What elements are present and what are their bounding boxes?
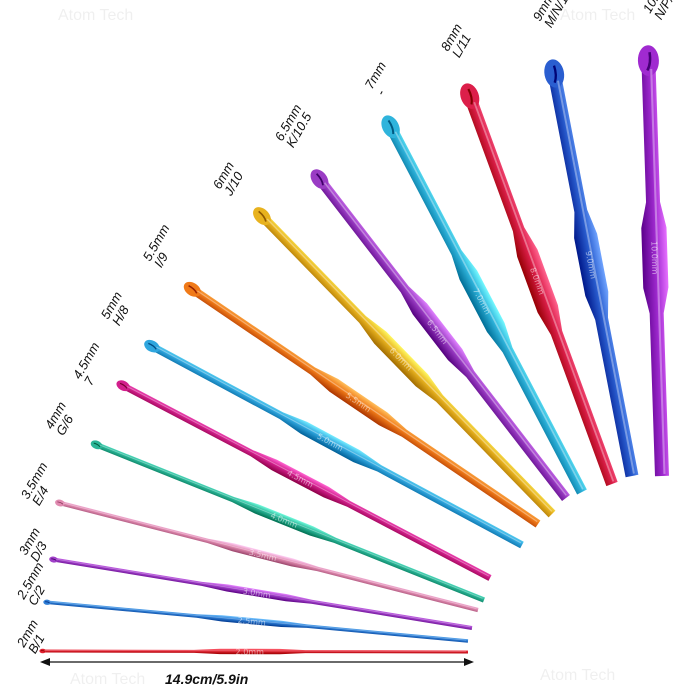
hook-shaft [123,383,492,581]
hook-head [544,59,565,88]
hook-highlight [156,346,522,544]
hook-highlight [49,601,467,641]
hook-head [90,440,103,450]
size-labels-group: 2mmB/12.5mmC/23mmD/33.5mmE/44mmG/64.5mm7… [13,0,679,656]
hook-highlight [99,444,483,599]
hook-highlight [126,386,489,577]
hook-head [55,499,65,507]
watermark-top-right: Atom Tech [560,7,635,24]
hook-throat [40,650,46,652]
size-label-us: 7 [81,374,98,388]
hook-shaft [317,178,570,502]
crochet-hook: 2.0mm [39,647,469,657]
hook-engraving: 3.5mm [248,548,278,564]
size-label-us: - [373,86,388,98]
hook-shaft [387,127,587,495]
hook-highlight [324,182,567,496]
hook-engraving: 4.0mm [269,511,299,530]
size-label: 10mmN/P/15 [640,0,679,22]
measurement-indicator: 14.9cm/5.9in [40,658,474,687]
hook-highlight [557,80,635,474]
crochet-hook: 4.0mm [90,440,486,603]
hook-throat [45,601,50,604]
hook-throat [258,210,267,222]
hook-highlight [197,290,538,523]
measurement-label: 14.9cm/5.9in [165,671,248,687]
hook-highlight [55,558,471,628]
hook-head [43,599,51,605]
crochet-hook: 6.5mm [310,169,570,502]
hook-throat [119,382,128,389]
hook-shaft [43,648,469,655]
hook-shaft [97,442,486,603]
hook-highlight [62,502,477,610]
crochet-hook: 4.5mm [116,380,492,581]
measurement-arrow-right [464,658,474,666]
crochet-hook: 10.0mm [637,45,669,477]
measurement-arrow-left [40,658,50,666]
crochet-hook: 8.0mm [460,83,618,487]
watermark-bottom-right: Atom Tech [540,667,615,684]
hook-throat [467,88,473,105]
hook-shaft [260,214,556,518]
hook-throat [387,119,395,135]
hook-engraving: 10.0mm [649,241,659,275]
hook-engraving: 2.5mm [237,616,266,628]
hook-head [381,115,400,139]
hook-highlight [650,68,666,474]
hook-throat [315,173,324,186]
hook-throat [646,51,652,72]
hooks-group: 2.0mm2.5mm3.0mm3.5mm4.0mm4.5mm5.0mm5.5mm… [39,45,669,657]
hook-throat [93,442,101,448]
crochet-hook: 2.5mm [43,599,469,643]
hook-throat [148,342,157,350]
crochet-hook: 7.0mm [381,115,587,495]
watermark-top-left: Atom Tech [58,7,133,24]
hook-highlight [473,101,615,482]
crochet-hook: 9.0mm [544,59,639,478]
hook-throat [552,65,557,84]
hook-engraving: 2.0mm [236,647,265,656]
hook-shaft [641,64,669,477]
hook-shaft [54,557,473,630]
hook-head [310,169,329,189]
hook-head [49,556,58,563]
hook-throat [51,558,57,561]
hook-throat [188,285,198,294]
hook-shaft [465,97,618,487]
hook-head [460,83,480,109]
hook-shaft [192,287,541,528]
hook-engraving: 3.0mm [242,587,272,600]
size-label-mm: 7mm [362,59,390,92]
watermark-bottom-left: Atom Tech [70,671,145,688]
hook-shaft [48,600,469,643]
hook-highlight [266,218,553,512]
hook-shaft [152,343,524,549]
hook-shaft [60,501,479,613]
hook-shaft [548,76,639,478]
hook-highlight [44,650,467,652]
hook-throat [57,501,64,505]
size-label: 7mm- [362,59,390,98]
hook-head [637,45,659,76]
hook-highlight [394,131,584,490]
size-label-us: I/9 [151,250,171,270]
